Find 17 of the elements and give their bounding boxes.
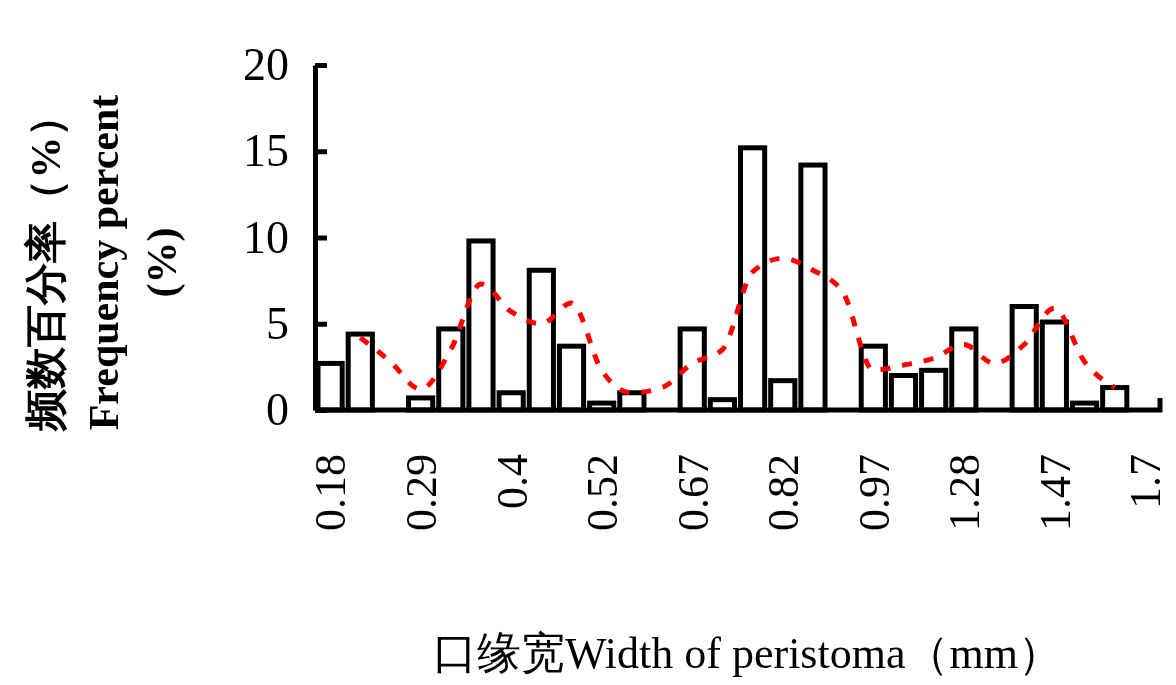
x-tick-label: 1.47: [1030, 454, 1080, 531]
y-tick-label: 15: [243, 125, 289, 177]
x-tick-label: 1.7: [1121, 454, 1171, 509]
y-tick-label: 5: [266, 297, 289, 349]
x-tick-label: 0.82: [759, 454, 809, 531]
x-tick-label: 0.29: [397, 454, 447, 531]
x-tick-label: 0.4: [487, 454, 537, 509]
y-tick-label: 0: [266, 384, 289, 436]
x-axis-title: 口缘宽Width of peristoma（mm）: [433, 629, 1062, 678]
y-tick-label: 20: [243, 39, 289, 91]
y-axis-title: 频数百分率（%） Frequency percent (%): [23, 94, 186, 432]
x-tick-label: 1.28: [940, 454, 990, 531]
x-tick-label: 0.97: [849, 454, 899, 531]
x-tick-label: 0.67: [668, 454, 718, 531]
x-tick-label: 0.18: [306, 454, 356, 531]
x-tick-label: 0.52: [578, 454, 628, 531]
y-tick-label: 10: [243, 211, 289, 263]
